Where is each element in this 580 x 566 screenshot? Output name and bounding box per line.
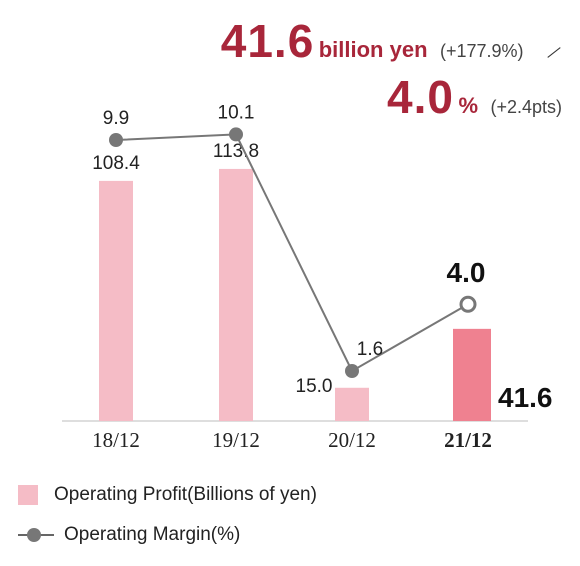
headline-profit-unit: billion yen (318, 37, 428, 62)
category-tick-label: 21/12 (444, 428, 492, 452)
legend-line-label: Operating Margin(%) (64, 524, 241, 545)
legend-item-margin: Operating Margin(%) (18, 524, 240, 546)
margin-value-label: 4.0 (447, 257, 486, 288)
legend-bar-swatch (18, 485, 38, 505)
margin-point-21-12 (459, 295, 477, 313)
category-tick-label: 20/12 (328, 428, 376, 452)
margin-point-19-12 (229, 127, 243, 142)
bar-20-12 (335, 387, 369, 421)
bar-value-label: 41.6 (498, 382, 553, 413)
headline-margin-value: 4.0 (387, 71, 454, 123)
margin-value-label: 1.6 (357, 339, 383, 360)
bar-value-label: 108.4 (92, 153, 140, 174)
headline-profit-value: 41.6 (220, 15, 315, 67)
legend-item-profit: Operating Profit(Billions of yen) (18, 484, 317, 506)
margin-point-18-12 (109, 133, 123, 147)
bar-21-12 (453, 328, 491, 421)
margin-point-20-12 (345, 364, 359, 378)
category-tick-label: 19/12 (212, 428, 260, 452)
headline-margin-unit: % (458, 93, 478, 118)
bar-value-label: 113.8 (213, 141, 259, 162)
legend-line-swatch (18, 525, 54, 545)
margin-value-label: 9.9 (103, 108, 129, 129)
bar-18-12 (99, 180, 133, 421)
headline-profit-change: (+177.9%) (439, 41, 524, 61)
category-tick-label: 18/12 (92, 428, 140, 452)
bar-value-label: 15.0 (296, 376, 333, 397)
margin-value-label: 10.1 (218, 102, 255, 123)
headline-margin: 4.0 % (+2.4pts) (387, 70, 562, 124)
headline-margin-change: (+2.4pts) (490, 97, 562, 117)
operating-profit-chart: 108.4 113.8 15.0 41.6 9.9 10.1 1.6 4.0 18/12 19/1… (62, 102, 553, 452)
bar-19-12 (219, 168, 253, 421)
margin-line (115, 133, 469, 373)
headline-profit: 41.6 billion yen (+177.9%) (221, 14, 562, 68)
legend-bar-label: Operating Profit(Billions of yen) (54, 484, 317, 505)
